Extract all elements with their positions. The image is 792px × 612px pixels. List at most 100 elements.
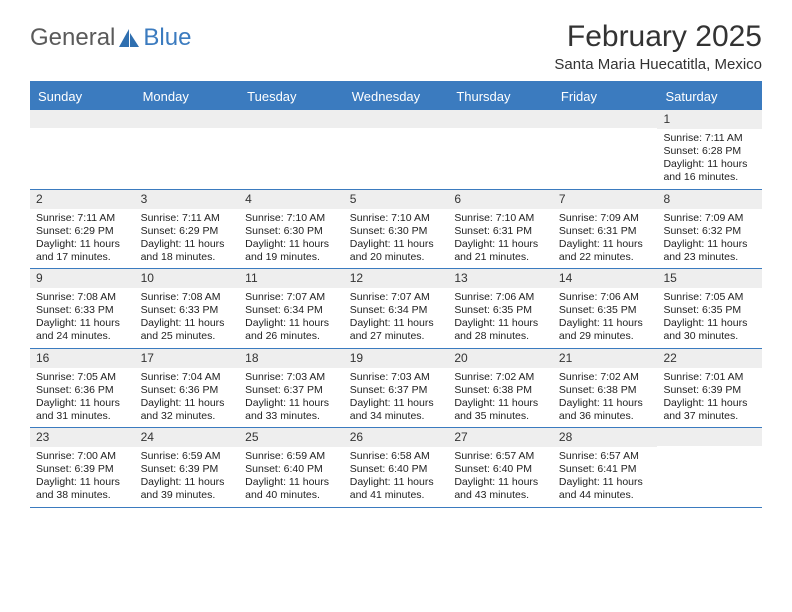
daylight-line: Daylight: 11 hours and 24 minutes. xyxy=(36,317,129,343)
day-details xyxy=(448,128,553,135)
sunset-line: Sunset: 6:41 PM xyxy=(559,463,652,476)
sunrise-line: Sunrise: 6:57 AM xyxy=(454,450,547,463)
weekday-header: Saturday xyxy=(657,83,762,110)
day-details: Sunrise: 7:03 AMSunset: 6:37 PMDaylight:… xyxy=(344,368,449,428)
day-number: 5 xyxy=(344,190,449,209)
day-cell: 10Sunrise: 7:08 AMSunset: 6:33 PMDayligh… xyxy=(135,269,240,348)
sunset-line: Sunset: 6:34 PM xyxy=(350,304,443,317)
day-details: Sunrise: 6:59 AMSunset: 6:39 PMDaylight:… xyxy=(135,447,240,507)
logo-text-blue: Blue xyxy=(143,24,191,52)
sunset-line: Sunset: 6:40 PM xyxy=(245,463,338,476)
daylight-line: Daylight: 11 hours and 41 minutes. xyxy=(350,476,443,502)
weekday-header: Thursday xyxy=(448,83,553,110)
day-cell: 9Sunrise: 7:08 AMSunset: 6:33 PMDaylight… xyxy=(30,269,135,348)
sunrise-line: Sunrise: 7:01 AM xyxy=(663,371,756,384)
day-cell: 28Sunrise: 6:57 AMSunset: 6:41 PMDayligh… xyxy=(553,428,658,507)
day-details: Sunrise: 7:07 AMSunset: 6:34 PMDaylight:… xyxy=(239,288,344,348)
sunrise-line: Sunrise: 7:08 AM xyxy=(141,291,234,304)
day-number: 22 xyxy=(657,349,762,368)
daylight-line: Daylight: 11 hours and 22 minutes. xyxy=(559,238,652,264)
sunset-line: Sunset: 6:37 PM xyxy=(245,384,338,397)
day-number: 13 xyxy=(448,269,553,288)
day-number xyxy=(657,428,762,446)
day-number: 7 xyxy=(553,190,658,209)
day-details: Sunrise: 7:02 AMSunset: 6:38 PMDaylight:… xyxy=(553,368,658,428)
daylight-line: Daylight: 11 hours and 26 minutes. xyxy=(245,317,338,343)
day-details: Sunrise: 7:03 AMSunset: 6:37 PMDaylight:… xyxy=(239,368,344,428)
day-details: Sunrise: 6:59 AMSunset: 6:40 PMDaylight:… xyxy=(239,447,344,507)
sunrise-line: Sunrise: 7:00 AM xyxy=(36,450,129,463)
day-number: 23 xyxy=(30,428,135,447)
day-details: Sunrise: 7:06 AMSunset: 6:35 PMDaylight:… xyxy=(553,288,658,348)
day-details: Sunrise: 7:10 AMSunset: 6:31 PMDaylight:… xyxy=(448,209,553,269)
day-details: Sunrise: 6:57 AMSunset: 6:41 PMDaylight:… xyxy=(553,447,658,507)
week-row: 1Sunrise: 7:11 AMSunset: 6:28 PMDaylight… xyxy=(30,110,762,190)
day-details: Sunrise: 7:00 AMSunset: 6:39 PMDaylight:… xyxy=(30,447,135,507)
sunset-line: Sunset: 6:32 PM xyxy=(663,225,756,238)
sunrise-line: Sunrise: 6:59 AM xyxy=(245,450,338,463)
sunset-line: Sunset: 6:35 PM xyxy=(454,304,547,317)
daylight-line: Daylight: 11 hours and 19 minutes. xyxy=(245,238,338,264)
sunrise-line: Sunrise: 7:03 AM xyxy=(350,371,443,384)
sunrise-line: Sunrise: 7:04 AM xyxy=(141,371,234,384)
sunrise-line: Sunrise: 7:08 AM xyxy=(36,291,129,304)
daylight-line: Daylight: 11 hours and 35 minutes. xyxy=(454,397,547,423)
location-label: Santa Maria Huecatitla, Mexico xyxy=(554,56,762,73)
day-number: 4 xyxy=(239,190,344,209)
sunrise-line: Sunrise: 6:58 AM xyxy=(350,450,443,463)
week-row: 9Sunrise: 7:08 AMSunset: 6:33 PMDaylight… xyxy=(30,269,762,349)
day-number: 15 xyxy=(657,269,762,288)
sunset-line: Sunset: 6:37 PM xyxy=(350,384,443,397)
calendar-grid: SundayMondayTuesdayWednesdayThursdayFrid… xyxy=(30,81,762,508)
sunrise-line: Sunrise: 7:10 AM xyxy=(245,212,338,225)
daylight-line: Daylight: 11 hours and 43 minutes. xyxy=(454,476,547,502)
daylight-line: Daylight: 11 hours and 27 minutes. xyxy=(350,317,443,343)
sunrise-line: Sunrise: 7:11 AM xyxy=(141,212,234,225)
sunrise-line: Sunrise: 7:10 AM xyxy=(454,212,547,225)
day-cell: 24Sunrise: 6:59 AMSunset: 6:39 PMDayligh… xyxy=(135,428,240,507)
daylight-line: Daylight: 11 hours and 16 minutes. xyxy=(663,158,756,184)
day-cell: 20Sunrise: 7:02 AMSunset: 6:38 PMDayligh… xyxy=(448,349,553,428)
daylight-line: Daylight: 11 hours and 31 minutes. xyxy=(36,397,129,423)
day-details: Sunrise: 7:06 AMSunset: 6:35 PMDaylight:… xyxy=(448,288,553,348)
day-details: Sunrise: 7:11 AMSunset: 6:28 PMDaylight:… xyxy=(657,129,762,189)
sunset-line: Sunset: 6:33 PM xyxy=(141,304,234,317)
day-cell xyxy=(239,110,344,189)
day-number: 2 xyxy=(30,190,135,209)
sunrise-line: Sunrise: 6:59 AM xyxy=(141,450,234,463)
day-number: 1 xyxy=(657,110,762,129)
sunset-line: Sunset: 6:29 PM xyxy=(141,225,234,238)
day-number: 8 xyxy=(657,190,762,209)
day-details: Sunrise: 7:05 AMSunset: 6:36 PMDaylight:… xyxy=(30,368,135,428)
day-number: 9 xyxy=(30,269,135,288)
daylight-line: Daylight: 11 hours and 20 minutes. xyxy=(350,238,443,264)
sunset-line: Sunset: 6:29 PM xyxy=(36,225,129,238)
day-details: Sunrise: 6:57 AMSunset: 6:40 PMDaylight:… xyxy=(448,447,553,507)
day-number xyxy=(553,110,658,128)
week-row: 2Sunrise: 7:11 AMSunset: 6:29 PMDaylight… xyxy=(30,190,762,270)
sunrise-line: Sunrise: 7:09 AM xyxy=(559,212,652,225)
day-number xyxy=(135,110,240,128)
sunset-line: Sunset: 6:31 PM xyxy=(559,225,652,238)
sail-icon xyxy=(117,27,141,49)
daylight-line: Daylight: 11 hours and 40 minutes. xyxy=(245,476,338,502)
day-cell: 6Sunrise: 7:10 AMSunset: 6:31 PMDaylight… xyxy=(448,190,553,269)
day-details: Sunrise: 7:04 AMSunset: 6:36 PMDaylight:… xyxy=(135,368,240,428)
daylight-line: Daylight: 11 hours and 33 minutes. xyxy=(245,397,338,423)
sunrise-line: Sunrise: 7:05 AM xyxy=(36,371,129,384)
day-details: Sunrise: 7:07 AMSunset: 6:34 PMDaylight:… xyxy=(344,288,449,348)
day-cell: 3Sunrise: 7:11 AMSunset: 6:29 PMDaylight… xyxy=(135,190,240,269)
day-number: 3 xyxy=(135,190,240,209)
daylight-line: Daylight: 11 hours and 39 minutes. xyxy=(141,476,234,502)
header: General Blue February 2025 Santa Maria H… xyxy=(30,20,762,73)
day-cell: 18Sunrise: 7:03 AMSunset: 6:37 PMDayligh… xyxy=(239,349,344,428)
day-number: 14 xyxy=(553,269,658,288)
sunrise-line: Sunrise: 7:03 AM xyxy=(245,371,338,384)
weekday-header: Tuesday xyxy=(239,83,344,110)
day-details: Sunrise: 7:01 AMSunset: 6:39 PMDaylight:… xyxy=(657,368,762,428)
sunrise-line: Sunrise: 7:07 AM xyxy=(245,291,338,304)
day-cell: 17Sunrise: 7:04 AMSunset: 6:36 PMDayligh… xyxy=(135,349,240,428)
sunset-line: Sunset: 6:38 PM xyxy=(559,384,652,397)
week-row: 23Sunrise: 7:00 AMSunset: 6:39 PMDayligh… xyxy=(30,428,762,508)
day-number: 21 xyxy=(553,349,658,368)
